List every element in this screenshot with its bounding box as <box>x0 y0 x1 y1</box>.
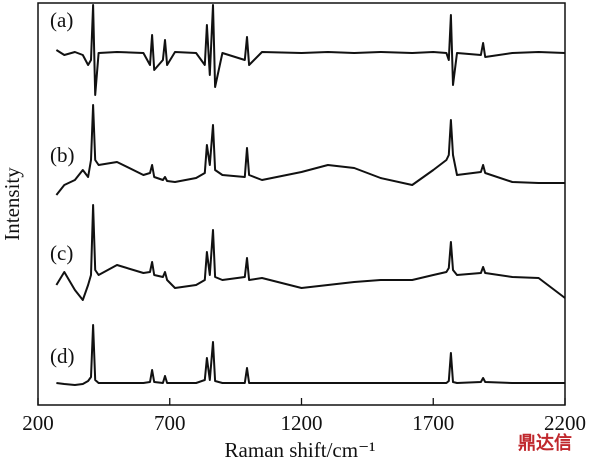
series-label: (a) <box>50 8 73 32</box>
watermark: 鼎达信 <box>518 432 572 454</box>
series-label: (c) <box>50 241 73 265</box>
x-tick-label: 1200 <box>281 411 323 435</box>
plot-frame <box>37 2 566 406</box>
spectrum-line <box>55 104 565 196</box>
spectrum-line <box>56 324 565 386</box>
x-tick-label: 1700 <box>412 411 454 435</box>
series-label: (b) <box>50 143 75 167</box>
spectrum-line <box>55 204 566 301</box>
x-tick-label: 700 <box>154 411 186 435</box>
spectrum-line <box>55 4 566 96</box>
x-tick-label: 2200 <box>544 411 586 435</box>
y-axis-label: Intensity <box>0 167 24 241</box>
x-tick-label: 200 <box>22 411 54 435</box>
series-label: (d) <box>50 344 75 368</box>
x-axis-label: Raman shift/cm⁻¹ <box>225 438 376 462</box>
